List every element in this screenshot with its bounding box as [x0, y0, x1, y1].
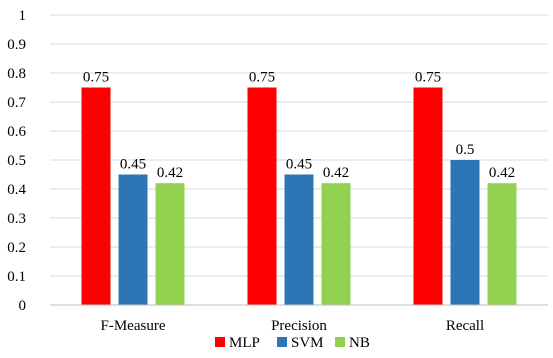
bar-mlp-precision [247, 87, 277, 305]
x-axis-category-labels: F-Measure Precision Recall [101, 318, 485, 334]
bar-mlp-f-measure [81, 87, 111, 305]
legend: MLP SVM NB [215, 335, 370, 351]
x-category-label: Recall [446, 318, 484, 334]
bar-nb-f-measure [155, 183, 185, 305]
legend-label-nb: NB [349, 335, 370, 351]
y-tick-label: 0.5 [7, 153, 26, 169]
data-label-nb-recall: 0.42 [489, 165, 515, 181]
bar-mlp-recall [413, 87, 443, 305]
y-tick-label: 0.3 [7, 211, 26, 227]
data-labels: 0.75 0.45 0.42 0.75 0.45 0.42 0.75 0.5 0.42 [83, 70, 515, 182]
y-tick-label: 0.8 [7, 66, 26, 82]
y-tick-label: 0.6 [7, 124, 26, 140]
legend-swatch-svm [277, 337, 287, 347]
y-tick-label: 0.2 [7, 240, 26, 256]
legend-swatch-mlp [215, 337, 225, 347]
bar-nb-precision [321, 183, 351, 305]
y-tick-label: 0.7 [7, 95, 26, 111]
bar-nb-recall [487, 183, 517, 305]
x-category-label: Precision [271, 318, 327, 334]
y-axis-tick-labels: 0 0.1 0.2 0.3 0.4 0.5 0.6 0.7 0.8 0.9 1 [7, 8, 26, 314]
data-label-mlp-recall: 0.75 [415, 70, 441, 86]
data-label-mlp-precision: 0.75 [249, 70, 275, 86]
data-label-svm-f-measure: 0.45 [120, 157, 146, 173]
bar-svm-recall [450, 160, 480, 305]
y-tick-label: 1 [19, 8, 27, 24]
data-label-svm-precision: 0.45 [286, 157, 312, 173]
data-label-nb-precision: 0.42 [323, 165, 349, 181]
data-label-svm-recall: 0.5 [456, 142, 475, 158]
y-tick-label: 0.9 [7, 37, 26, 53]
bars [81, 87, 517, 305]
x-category-label: F-Measure [101, 318, 166, 334]
y-tick-label: 0.1 [7, 269, 26, 285]
legend-label-svm: SVM [291, 335, 324, 351]
legend-label-mlp: MLP [229, 335, 260, 351]
bar-svm-precision [284, 174, 314, 305]
legend-swatch-nb [335, 337, 345, 347]
bar-svm-f-measure [118, 174, 148, 305]
y-tick-label: 0.4 [7, 182, 26, 198]
data-label-mlp-f-measure: 0.75 [83, 70, 109, 86]
data-label-nb-f-measure: 0.42 [157, 165, 183, 181]
y-tick-label: 0 [19, 298, 27, 314]
